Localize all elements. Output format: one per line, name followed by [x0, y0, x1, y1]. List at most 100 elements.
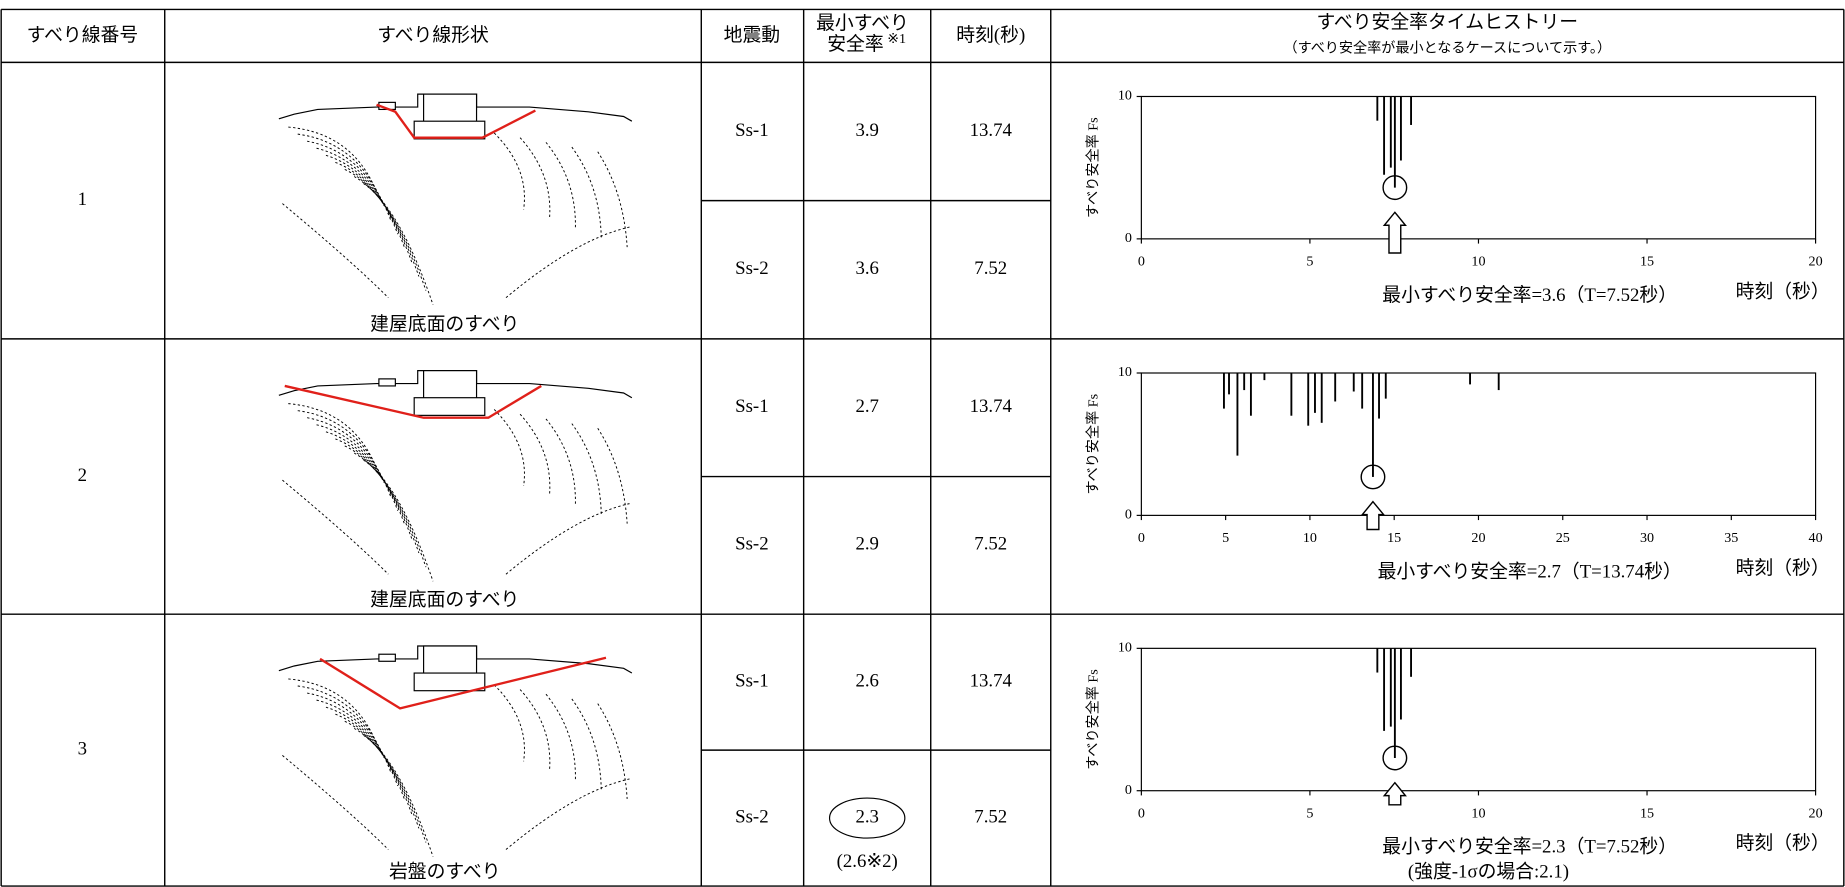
y-axis-label: すべり安全率 Fs — [1085, 669, 1102, 770]
header-history: すべり安全率タイムヒストリー — [1316, 11, 1578, 33]
rock-boundary — [545, 418, 576, 505]
x-tick-label: 40 — [1809, 530, 1823, 546]
quake: Ss-2 — [735, 258, 768, 279]
time: 7.52 — [974, 534, 1007, 555]
highlight-ellipse — [828, 797, 906, 839]
x-tick-label: 30 — [1640, 530, 1654, 546]
chart-caption: 最小すべり安全率=2.3（T=7.52秒） — [1382, 836, 1677, 858]
slip-line — [284, 384, 542, 419]
quake: Ss-1 — [735, 670, 768, 691]
plot-frame — [1140, 372, 1817, 516]
y-tick-label: 10 — [1118, 88, 1132, 104]
y-tick-label: 0 — [1125, 507, 1132, 523]
rock-boundary — [288, 678, 377, 744]
rock-boundary — [545, 693, 576, 781]
header-history-note: （すべり安全率が最小となるケースについて示す。） — [1283, 40, 1611, 57]
rock-boundary — [493, 684, 525, 762]
rock-boundary — [282, 203, 389, 299]
cross-section — [278, 370, 633, 582]
time: 13.74 — [970, 396, 1013, 417]
rock-boundary — [571, 146, 602, 238]
quake: Ss-2 — [735, 534, 768, 555]
shape-caption: 建屋底面のすべり — [370, 589, 519, 611]
rock-boundary — [571, 423, 602, 515]
alt-fs: (2.6※2) — [837, 851, 898, 872]
rock-boundary — [344, 169, 420, 277]
x-axis-label: 時刻（秒） — [1736, 832, 1830, 854]
rock-boundary — [353, 452, 427, 568]
foundation — [413, 397, 486, 416]
x-tick-label: 15 — [1387, 530, 1401, 546]
x-tick-label: 25 — [1556, 530, 1570, 546]
x-tick-label: 5 — [1306, 254, 1313, 270]
rock-boundary — [519, 137, 551, 219]
rock-boundary — [353, 176, 427, 291]
header-shape: すべり線形状 — [377, 24, 489, 46]
slip-line — [376, 103, 536, 139]
minimum-marker — [1360, 464, 1386, 490]
quake: Ss-1 — [735, 120, 768, 141]
rock-boundary — [353, 727, 427, 843]
rock-boundary — [297, 410, 385, 483]
time: 7.52 — [974, 806, 1007, 827]
cross-section — [278, 93, 633, 305]
x-tick-label: 20 — [1809, 254, 1823, 270]
rock-boundary — [325, 431, 406, 525]
rock-boundary — [335, 161, 413, 263]
rock-boundary — [493, 409, 525, 487]
quake: Ss-1 — [735, 396, 768, 417]
time: 13.74 — [970, 120, 1013, 141]
x-tick-label: 15 — [1640, 805, 1654, 821]
plot-frame — [1140, 95, 1817, 240]
x-tick-label: 10 — [1471, 254, 1485, 270]
slip-line — [319, 656, 607, 710]
x-tick-label: 15 — [1640, 254, 1654, 270]
minimum-marker — [1382, 745, 1408, 771]
y-axis-label: すべり安全率 Fs — [1085, 394, 1102, 495]
x-tick-label: 10 — [1303, 530, 1317, 546]
x-tick-label: 5 — [1306, 805, 1313, 821]
rock-boundary — [505, 226, 630, 299]
rock-boundary — [325, 706, 406, 801]
rock-boundary — [571, 698, 602, 790]
rock-boundary — [316, 424, 399, 511]
annex — [378, 653, 396, 662]
minimum-marker — [1382, 175, 1408, 201]
header-time: 時刻(秒) — [956, 24, 1025, 46]
min-fs: 3.6 — [855, 258, 879, 279]
rock-boundary — [282, 479, 389, 575]
chart-note: (強度-1σの場合:2.1) — [1408, 860, 1569, 882]
foundation — [413, 672, 486, 692]
header-line-no: すべり線番号 — [27, 24, 139, 46]
x-axis-label: 時刻（秒） — [1736, 557, 1830, 579]
time: 7.52 — [974, 258, 1007, 279]
rock-boundary — [344, 720, 420, 829]
shape-caption: 建屋底面のすべり — [370, 313, 519, 335]
cross-section — [278, 645, 633, 857]
min-fs: 2.9 — [855, 534, 879, 555]
x-tick-label: 35 — [1724, 530, 1738, 546]
y-tick-label: 0 — [1125, 230, 1132, 246]
rock-boundary — [344, 445, 420, 554]
rock-boundary — [363, 459, 434, 582]
header-note: ※1 — [887, 31, 906, 47]
x-tick-label: 20 — [1809, 805, 1823, 821]
rock-boundary — [335, 438, 413, 540]
min-fs: 3.9 — [855, 120, 879, 141]
x-tick-label: 10 — [1471, 805, 1485, 821]
y-tick-label: 10 — [1118, 364, 1132, 380]
rock-boundary — [335, 713, 413, 815]
rock-boundary — [325, 154, 406, 249]
plot-frame — [1140, 647, 1817, 792]
rock-boundary — [597, 151, 628, 248]
x-axis-label: 時刻（秒） — [1736, 280, 1830, 302]
rock-boundary — [493, 132, 525, 210]
line-number: 1 — [78, 189, 87, 210]
rock-boundary — [363, 183, 434, 305]
rock-boundary — [288, 126, 377, 192]
min-fs: 2.3 — [855, 806, 879, 827]
rock-boundary — [307, 417, 392, 497]
arrow — [1382, 781, 1407, 806]
